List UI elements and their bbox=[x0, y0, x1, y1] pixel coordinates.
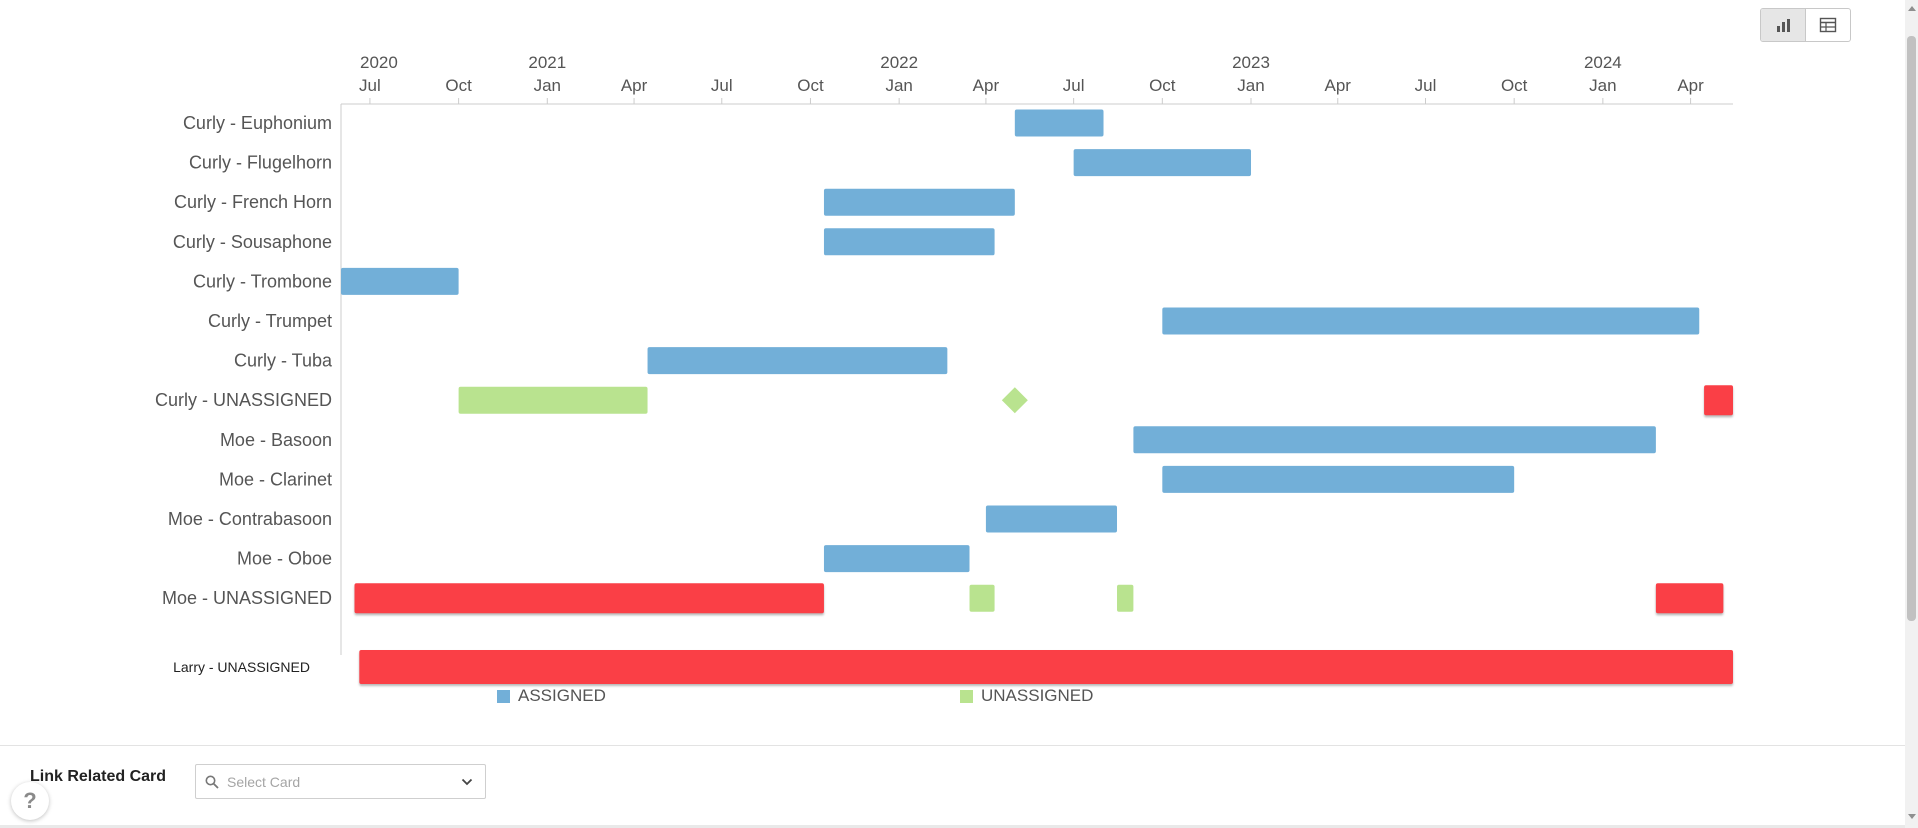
x-tick-label: Jul bbox=[711, 76, 733, 95]
scroll-up-icon[interactable] bbox=[1908, 6, 1916, 11]
assigned-bar bbox=[1162, 307, 1700, 335]
row-label: Curly - Tuba bbox=[234, 351, 333, 371]
assigned-bar bbox=[823, 545, 970, 573]
row-label: Curly - French Horn bbox=[174, 192, 332, 212]
gantt-chart: 2020 2021 2022 2023 2024 Jul Oct Jan Apr Jul Oct Ja… bbox=[155, 8, 1851, 706]
row-label: Moe - Contrabasoon bbox=[168, 509, 332, 529]
x-tick-label: Jan bbox=[885, 76, 912, 95]
x-tick-label: Oct bbox=[1501, 76, 1528, 95]
view-toggle bbox=[1760, 8, 1851, 42]
footer-divider bbox=[0, 745, 1905, 746]
table-view-button[interactable] bbox=[1806, 9, 1850, 41]
row-label: Curly - Sousaphone bbox=[173, 232, 332, 252]
table-icon bbox=[1819, 17, 1837, 33]
scroll-down-icon[interactable] bbox=[1908, 814, 1916, 819]
assigned-bar bbox=[1014, 109, 1104, 137]
x-tick-label: Jan bbox=[1237, 76, 1264, 95]
x-tick-label: Apr bbox=[621, 76, 648, 95]
search-icon bbox=[205, 775, 219, 789]
row-label: Curly - Euphonium bbox=[183, 113, 332, 133]
x-tick-label: Oct bbox=[1149, 76, 1176, 95]
bottom-edge bbox=[0, 825, 1905, 828]
chart-view-button[interactable] bbox=[1761, 9, 1806, 41]
milestone-marker bbox=[1001, 387, 1028, 414]
assigned-bar bbox=[985, 505, 1118, 533]
overdue-bar bbox=[1704, 385, 1733, 416]
legend-item-assigned[interactable]: ASSIGNED bbox=[497, 686, 606, 706]
unassigned-bar bbox=[969, 584, 995, 612]
unassigned-bar bbox=[458, 386, 648, 414]
row-label: Moe - Basoon bbox=[220, 430, 332, 450]
x-tick-label: Jan bbox=[534, 76, 561, 95]
assigned-bar bbox=[341, 267, 459, 295]
legend-item-unassigned[interactable]: UNASSIGNED bbox=[960, 686, 1093, 706]
vertical-scrollbar[interactable] bbox=[1905, 0, 1918, 828]
select-card-dropdown[interactable]: Select Card bbox=[195, 764, 486, 799]
scrollbar-thumb[interactable] bbox=[1907, 36, 1916, 621]
overdue-bar bbox=[359, 650, 1733, 684]
x-tick-label: Jan bbox=[1589, 76, 1616, 95]
x-tick-label: Jul bbox=[1063, 76, 1085, 95]
row-label: Moe - Clarinet bbox=[219, 469, 332, 489]
year-label: 2021 bbox=[528, 53, 566, 72]
row-label: Moe - UNASSIGNED bbox=[162, 588, 332, 608]
link-related-card-label: Link Related Card bbox=[30, 768, 167, 785]
unassigned-bar bbox=[1117, 584, 1134, 612]
assigned-bar bbox=[1133, 426, 1656, 454]
year-label: 2020 bbox=[360, 53, 398, 72]
assigned-bar bbox=[823, 188, 1015, 216]
row-label: Curly - UNASSIGNED bbox=[155, 390, 332, 410]
legend-label-assigned: ASSIGNED bbox=[518, 686, 606, 705]
x-tick-label: Oct bbox=[797, 76, 824, 95]
x-tick-label: Jul bbox=[1415, 76, 1437, 95]
help-button[interactable]: ? bbox=[11, 782, 49, 820]
x-tick-label: Apr bbox=[1325, 76, 1352, 95]
overdue-bar bbox=[1655, 583, 1724, 614]
bar-chart-icon bbox=[1777, 19, 1790, 32]
year-label: 2023 bbox=[1232, 53, 1270, 72]
x-tick-label: Apr bbox=[1677, 76, 1704, 95]
overdue-bar bbox=[354, 583, 824, 614]
legend-swatch-unassigned bbox=[960, 689, 973, 703]
year-label: 2022 bbox=[880, 53, 918, 72]
legend-label-unassigned: UNASSIGNED bbox=[981, 686, 1094, 705]
legend-swatch-assigned bbox=[497, 689, 510, 703]
assigned-bar bbox=[647, 347, 948, 375]
assigned-bar bbox=[1162, 465, 1515, 493]
chevron-down-icon bbox=[461, 778, 473, 786]
year-label: 2024 bbox=[1584, 53, 1622, 72]
row-label: Curly - Trumpet bbox=[208, 311, 332, 331]
row-label: Moe - Oboe bbox=[237, 549, 332, 569]
x-tick-label: Jul bbox=[359, 76, 381, 95]
assigned-bar bbox=[1073, 149, 1252, 177]
row-label: Larry - UNASSIGNED bbox=[173, 659, 310, 675]
assigned-bar bbox=[823, 228, 995, 256]
gantt-plot: 2020 2021 2022 2023 2024 Jul Oct Jan Apr Jul Oct Ja… bbox=[155, 53, 1733, 684]
x-tick-label: Apr bbox=[973, 76, 1000, 95]
select-card-placeholder: Select Card bbox=[227, 773, 301, 790]
x-tick-label: Oct bbox=[445, 76, 472, 95]
row-label: Curly - Trombone bbox=[193, 271, 332, 291]
row-label: Curly - Flugelhorn bbox=[189, 153, 332, 173]
